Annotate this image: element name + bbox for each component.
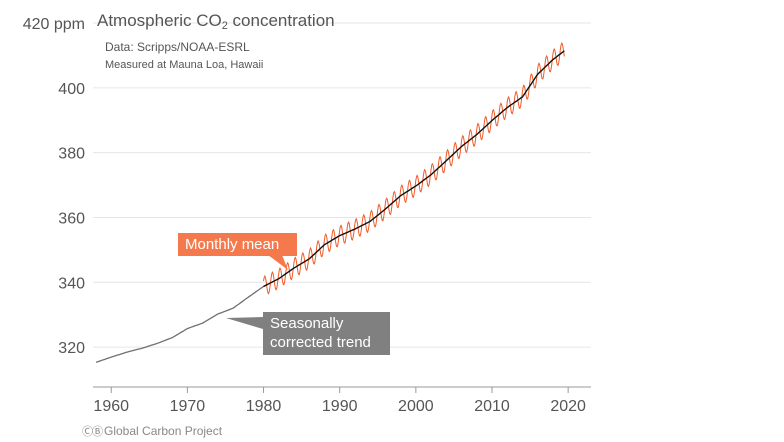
series-group [95,41,565,363]
trend-pointer [226,317,263,329]
x-tick-label: 1990 [322,398,358,415]
y-ticks: 320 340 360 380 400 420 ppm [23,16,85,357]
note-text: Measured at Mauna Loa, Hawaii [105,59,264,71]
y-tick-label: 420 ppm [23,16,85,33]
trend-label-line-1: Seasonally [270,315,344,332]
y-tick-label: 380 [58,146,85,163]
chart-title-subscript: 2 [221,20,228,32]
chart-title-text: Atmospheric CO [97,11,222,30]
x-ticks: 1960 1970 1980 1990 2000 2010 2020 [93,387,586,415]
y-tick-label: 320 [58,340,85,357]
y-tick-label: 340 [58,275,85,292]
trend-label: Seasonally corrected trend [263,312,390,355]
source-text: Data: Scripps/NOAA-ESRL [105,40,250,54]
y-tick-label: 360 [58,210,85,227]
monthly-mean-label: Monthly mean [178,233,297,256]
x-tick-label: 1960 [93,398,129,415]
series-line-monthly-mean [263,41,565,295]
x-tick-label: 1970 [170,398,206,415]
creative-commons-icon: ⒸⒷ [82,425,103,438]
chart-title: Atmospheric CO2 concentration [97,11,335,32]
series-line-trend-overlay [263,50,565,288]
chart-title-suffix: concentration [227,11,335,30]
footer-credit: ⒸⒷ Global Carbon Project [82,423,222,439]
x-tick-label: 1980 [246,398,282,415]
trend-label-line-2: corrected trend [270,334,371,351]
x-tick-label: 2000 [398,398,434,415]
x-tick-label: 2010 [474,398,510,415]
y-tick-label: 400 [58,81,85,98]
monthly-mean-pointer [268,255,288,270]
gridlines [93,22,591,348]
annotation-pointers [226,255,288,329]
footer-text: Global Carbon Project [104,424,223,438]
x-tick-label: 2020 [550,398,586,415]
